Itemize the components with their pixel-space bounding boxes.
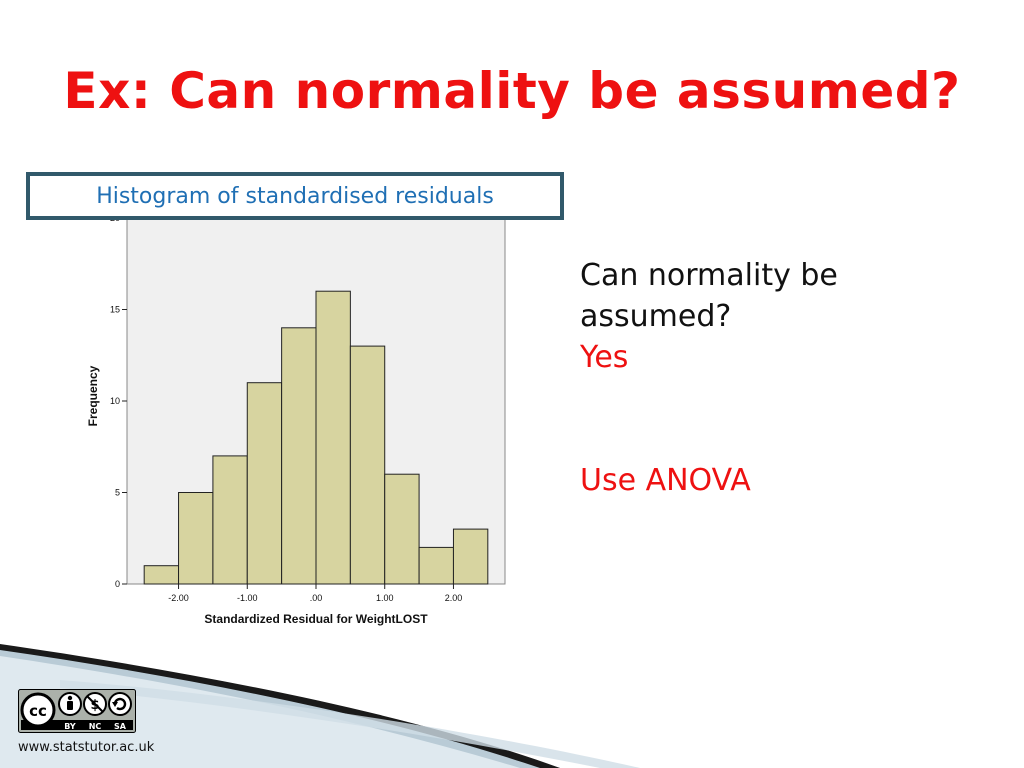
x-tick-label: .00 [310,593,323,603]
slide-title: Ex: Can normality be assumed? [63,62,961,120]
decorative-swoosh [0,644,640,768]
cc-license-badge: cc $ BY NC SA [18,689,136,733]
license-nc-label: NC [89,722,102,731]
attribution-icon [58,692,82,716]
recommendation-text: Use ANOVA [580,463,751,498]
histogram-bars [143,290,489,585]
x-tick-label: 1.00 [376,593,394,603]
chart-caption-text: Histogram of standardised residuals [96,183,494,209]
histogram-bar [178,492,214,585]
license-by-label: BY [64,722,76,731]
y-tick-label: 15 [110,305,120,315]
non-commercial-icon: $ [83,692,107,716]
histogram-bar [143,565,180,585]
x-tick-label: -1.00 [237,593,258,603]
x-tick-label: -2.00 [168,593,189,603]
svg-text:cc: cc [29,702,47,720]
histogram-bar [418,546,454,585]
histogram-bar [246,382,283,585]
y-tick-label: 0 [115,579,120,589]
histogram-bar [315,290,351,585]
y-axis-label: Frequency [86,365,100,426]
histogram-bar [384,473,420,585]
y-tick-label: 5 [115,488,120,498]
question-text-cont: assumed? [580,299,732,334]
x-tick-label: 2.00 [445,593,463,603]
y-tick-label: 10 [110,396,120,406]
chart-caption: Histogram of standardised residuals [26,172,564,220]
share-alike-icon [108,692,132,716]
question-text: Can normality be [580,258,838,293]
histogram-bar [452,528,489,585]
footer-url: www.statstutor.ac.uk [18,740,155,755]
x-axis-label: Standardized Residual for WeightLOST [204,612,428,626]
histogram-bar [212,455,248,585]
y-axis: 05101520 [110,213,127,589]
answer-text: Yes [580,340,629,375]
svg-text:$: $ [90,698,99,713]
x-axis: -2.00 -1.00 .00 1.00 2.00 [168,584,462,603]
creative-commons-icon: cc [20,692,56,728]
license-sa-label: SA [114,722,127,731]
histogram-bar [349,345,386,585]
histogram-bar [281,327,317,585]
